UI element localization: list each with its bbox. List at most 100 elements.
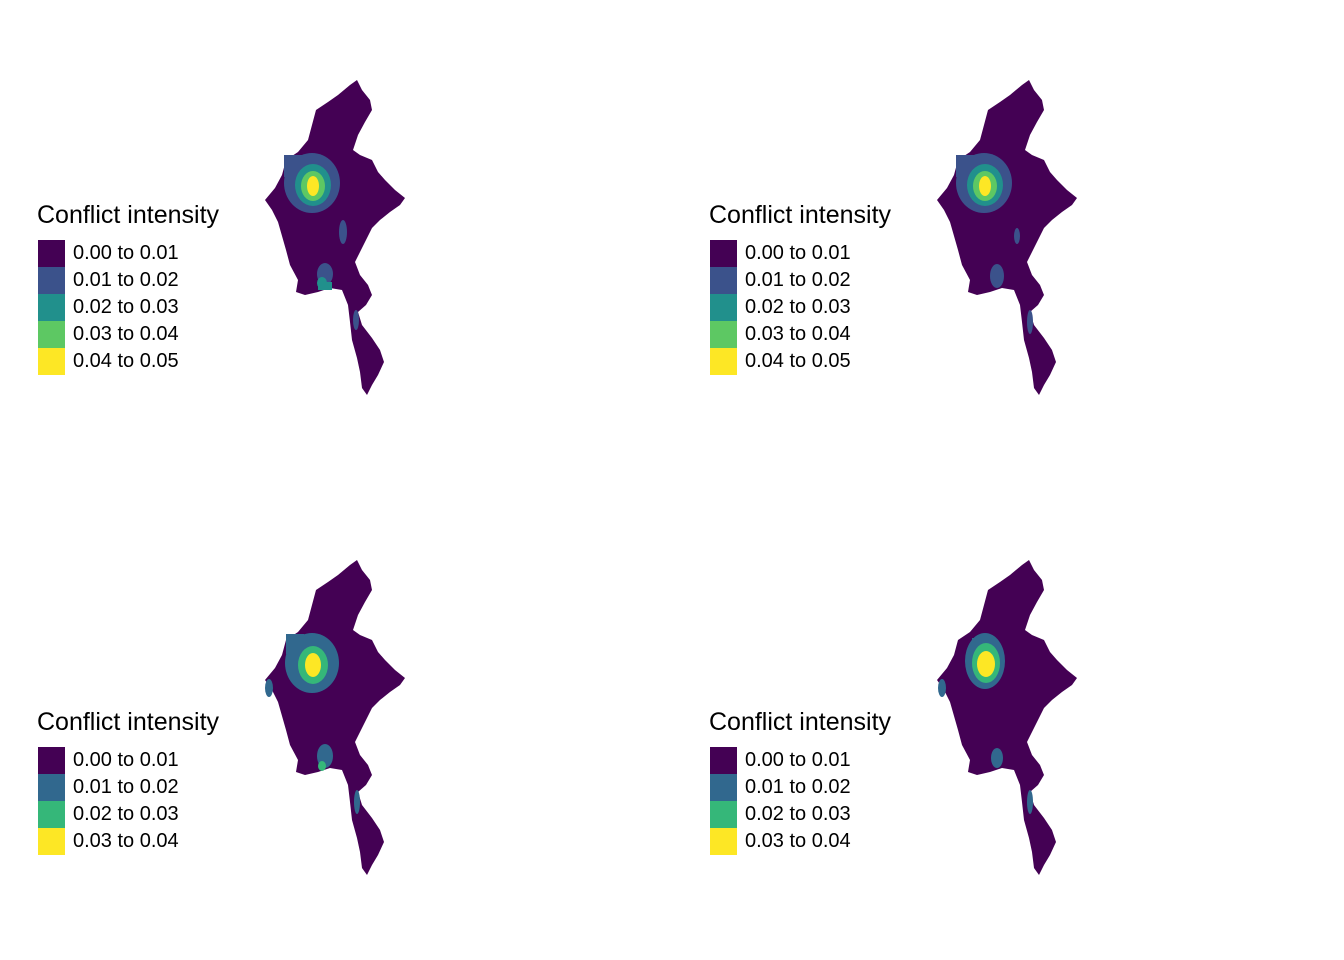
legend-item: 0.03 to 0.04 [38, 828, 219, 855]
legend-label: 0.00 to 0.01 [745, 242, 851, 264]
legend-swatch [710, 240, 737, 267]
hotspot-band-1-tail [956, 155, 976, 177]
legend-label: 0.01 to 0.02 [73, 776, 179, 798]
country-shape [265, 560, 405, 875]
legend-label: 0.03 to 0.04 [73, 830, 179, 852]
legend-item: 0.02 to 0.03 [38, 801, 219, 828]
spot-west [265, 679, 273, 697]
legend-title: Conflict intensity [37, 201, 220, 229]
country-shape [937, 560, 1077, 875]
hotspot-band-4 [307, 176, 319, 196]
legend-title: Conflict intensity [37, 708, 220, 736]
legend-label: 0.03 to 0.04 [745, 830, 851, 852]
country-shape [265, 80, 405, 395]
legend-label: 0.01 to 0.02 [745, 269, 851, 291]
country-base-region [265, 560, 405, 875]
legend-swatch [38, 747, 65, 774]
legend-swatch [710, 828, 737, 855]
spot-west [938, 679, 946, 697]
legend-item: 0.01 to 0.02 [710, 267, 891, 294]
legend-swatch [38, 828, 65, 855]
legend-label: 0.00 to 0.01 [73, 242, 179, 264]
spot-central [1014, 228, 1020, 244]
legend-label: 0.01 to 0.02 [73, 269, 179, 291]
legend-item: 0.00 to 0.01 [38, 240, 219, 267]
legend-swatch [38, 294, 65, 321]
legend-swatch [710, 747, 737, 774]
legend-item: 0.03 to 0.04 [710, 321, 891, 348]
secondary-spots [317, 220, 359, 330]
legend-label: 0.04 to 0.05 [73, 350, 179, 372]
map-panel-4: Conflict intensity 0.00 to 0.01 0.01 to … [672, 480, 1344, 960]
legend-swatch [710, 267, 737, 294]
hotspot-band-4 [979, 176, 991, 196]
legend-label: 0.02 to 0.03 [73, 803, 179, 825]
legend-label: 0.02 to 0.03 [73, 296, 179, 318]
legend-label: 0.02 to 0.03 [745, 296, 851, 318]
legend-label: 0.04 to 0.05 [745, 350, 851, 372]
spot-coast [1027, 790, 1033, 814]
legend-label: 0.01 to 0.02 [745, 776, 851, 798]
map-2 [937, 80, 1077, 395]
legend-swatch [38, 321, 65, 348]
spot-south [991, 748, 1003, 768]
legend-swatch [710, 348, 737, 375]
legend-title: Conflict intensity [709, 708, 892, 736]
legend-label: 0.00 to 0.01 [73, 749, 179, 771]
legend-item: 0.00 to 0.01 [710, 240, 891, 267]
legend-label: 0.03 to 0.04 [73, 323, 179, 345]
legend-item: 0.00 to 0.01 [38, 747, 219, 774]
legend-item: 0.02 to 0.03 [38, 294, 219, 321]
map-legend: Conflict intensity 0.00 to 0.01 0.01 to … [709, 200, 892, 375]
legend-item: 0.00 to 0.01 [710, 747, 891, 774]
legend-item: 0.01 to 0.02 [38, 774, 219, 801]
secondary-spots [938, 679, 1033, 814]
legend-item: 0.02 to 0.03 [710, 801, 891, 828]
legend-swatch [38, 348, 65, 375]
map-panel-3: Conflict intensity 0.00 to 0.01 0.01 to … [0, 480, 672, 960]
conflict-hotspot [956, 153, 1012, 213]
legend-swatch [38, 267, 65, 294]
legend-label: 0.00 to 0.01 [745, 749, 851, 771]
map-1 [265, 80, 405, 395]
spot-coast [1027, 310, 1033, 334]
spot-central [339, 220, 347, 244]
spot-coast [353, 310, 359, 330]
legend-swatch [710, 321, 737, 348]
country-shape [937, 80, 1077, 395]
legend-item: 0.01 to 0.02 [710, 774, 891, 801]
spot-south-inner [318, 761, 326, 771]
map-legend: Conflict intensity 0.00 to 0.01 0.01 to … [709, 707, 892, 855]
legend-item: 0.01 to 0.02 [38, 267, 219, 294]
conflict-hotspot [284, 153, 340, 213]
legend-swatch [38, 774, 65, 801]
conflict-hotspot [965, 633, 1005, 689]
map-panel-1: Conflict intensity 0.00 to 0.01 0.01 to … [0, 0, 672, 480]
hotspot-band-1-tail [284, 155, 304, 177]
hotspot-band-1-tail [286, 634, 304, 654]
country-base-region [937, 560, 1077, 875]
country-base-region [265, 80, 405, 395]
map-legend: Conflict intensity 0.00 to 0.01 0.01 to … [37, 707, 220, 855]
spot-delta [318, 282, 332, 290]
legend-item: 0.04 to 0.05 [38, 348, 219, 375]
legend-label: 0.02 to 0.03 [745, 803, 851, 825]
hotspot-band-3 [977, 651, 995, 677]
legend-label: 0.03 to 0.04 [745, 323, 851, 345]
secondary-spots [990, 228, 1033, 334]
legend-swatch [38, 801, 65, 828]
legend-swatch [710, 294, 737, 321]
conflict-hotspot [285, 633, 339, 693]
legend-swatch [710, 801, 737, 828]
spot-south [990, 264, 1004, 288]
spot-coast [354, 790, 360, 814]
map-legend: Conflict intensity 0.00 to 0.01 0.01 to … [37, 200, 220, 375]
map-4 [937, 560, 1077, 875]
legend-title: Conflict intensity [709, 201, 892, 229]
map-panel-2: Conflict intensity 0.00 to 0.01 0.01 to … [672, 0, 1344, 480]
map-3 [265, 560, 405, 875]
country-base-region [937, 80, 1077, 395]
legend-item: 0.03 to 0.04 [38, 321, 219, 348]
legend-item: 0.04 to 0.05 [710, 348, 891, 375]
hotspot-band-3 [305, 653, 321, 677]
